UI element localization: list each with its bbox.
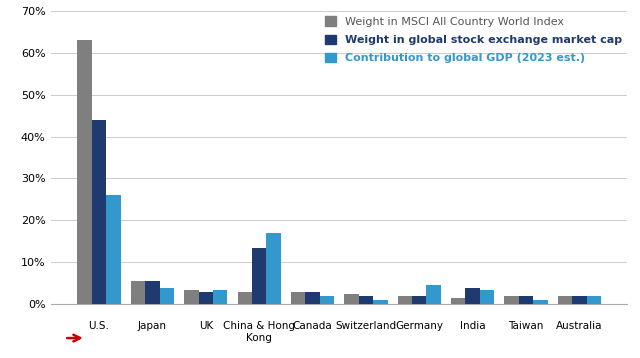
Bar (92, 120, 106, 304)
Bar (213, 290, 227, 304)
Bar (480, 290, 494, 304)
Bar (252, 248, 266, 304)
Bar (145, 281, 159, 304)
Bar (397, 296, 412, 304)
Bar (106, 195, 120, 304)
Bar (305, 292, 320, 304)
Bar (412, 296, 426, 304)
Bar (131, 281, 145, 304)
Bar (519, 296, 533, 304)
Bar (558, 296, 572, 304)
Bar (291, 292, 305, 304)
Bar (184, 290, 198, 304)
Bar (77, 40, 92, 304)
Bar (504, 296, 519, 304)
Bar (533, 300, 548, 304)
Bar (344, 294, 358, 304)
Bar (237, 292, 252, 304)
Legend: Weight in MSCI All Country World Index, Weight in global stock exchange market c: Weight in MSCI All Country World Index, … (324, 16, 621, 63)
Bar (159, 287, 174, 304)
Bar (451, 298, 465, 304)
Bar (572, 296, 587, 304)
Bar (373, 300, 387, 304)
Bar (320, 296, 334, 304)
Bar (358, 296, 373, 304)
Bar (426, 285, 441, 304)
Bar (198, 292, 213, 304)
Bar (465, 287, 480, 304)
Bar (587, 296, 601, 304)
Bar (266, 233, 281, 304)
